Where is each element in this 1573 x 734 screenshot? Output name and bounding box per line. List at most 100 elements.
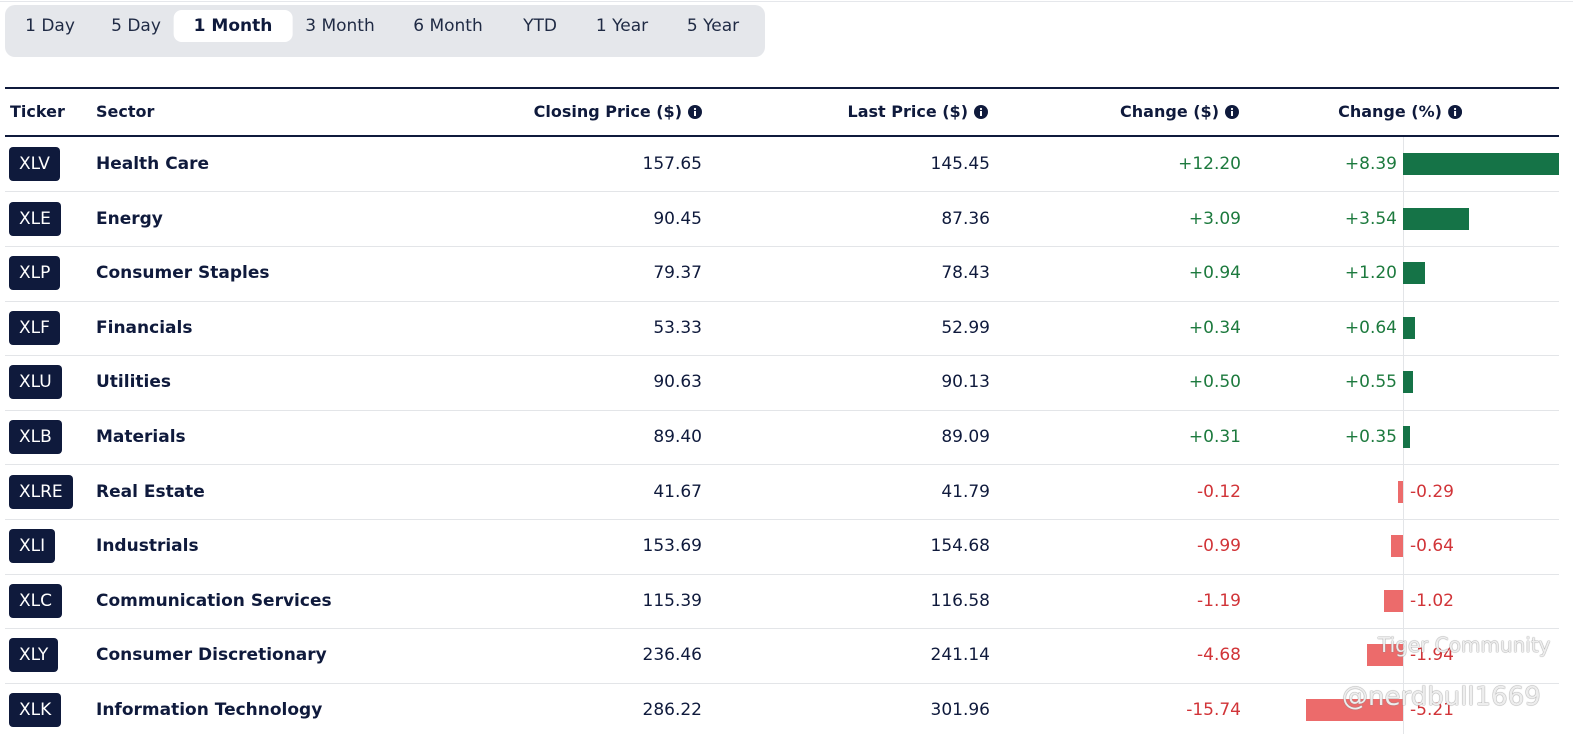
change-percent: -1.02	[1410, 589, 1454, 613]
row-divider	[5, 301, 1559, 302]
last-price: 301.96	[931, 698, 990, 722]
column-header: Sector	[96, 102, 154, 121]
watermark: @nerdbull1669	[1342, 682, 1541, 712]
header-text: Last Price ($)	[848, 102, 969, 121]
info-icon[interactable]	[1448, 105, 1462, 119]
change-percent: +0.64	[1345, 316, 1397, 340]
last-price: 90.13	[941, 370, 990, 394]
change-dollar: +12.20	[1178, 152, 1241, 176]
column-header: Change (%)	[1338, 102, 1462, 121]
ticker-badge: XLC	[9, 584, 62, 618]
change-percent: +0.35	[1345, 425, 1397, 449]
last-price: 52.99	[941, 316, 990, 340]
change-percent: -0.29	[1410, 480, 1454, 504]
tab[interactable]: 6 Month	[393, 10, 503, 42]
change-bar	[1403, 208, 1469, 230]
ticker-badge: XLE	[9, 202, 61, 236]
change-percent: +8.39	[1345, 152, 1397, 176]
ticker-badge: XLF	[9, 311, 60, 345]
sector: Consumer Discretionary	[96, 643, 327, 667]
ticker-badge: XLU	[9, 365, 62, 399]
closing-price: 79.37	[653, 261, 702, 285]
closing-price: 153.69	[643, 534, 702, 558]
change-dollar: -4.68	[1197, 643, 1241, 667]
info-icon[interactable]	[1225, 105, 1239, 119]
closing-price: 41.67	[653, 480, 702, 504]
sector: Industrials	[96, 534, 199, 558]
tab[interactable]: 1 Day	[5, 10, 95, 42]
last-price: 89.09	[941, 425, 990, 449]
header-text: Change ($)	[1120, 102, 1219, 121]
column-header: Change ($)	[1120, 102, 1239, 121]
sector: Financials	[96, 316, 192, 340]
sector: Health Care	[96, 152, 209, 176]
change-bar	[1398, 481, 1403, 503]
header-text: Change (%)	[1338, 102, 1442, 121]
ticker-badge: XLP	[9, 256, 60, 290]
row-divider	[5, 628, 1559, 629]
sector: Materials	[96, 425, 186, 449]
ticker-badge: XLY	[9, 638, 58, 672]
info-icon[interactable]	[974, 105, 988, 119]
sector: Information Technology	[96, 698, 322, 722]
row-divider	[5, 246, 1559, 247]
sector: Communication Services	[96, 589, 332, 613]
closing-price: 90.45	[653, 207, 702, 231]
ticker-badge: XLI	[9, 529, 55, 563]
change-dollar: +0.34	[1189, 316, 1241, 340]
closing-price: 53.33	[653, 316, 702, 340]
tab[interactable]: 5 Year	[667, 10, 759, 42]
row-divider	[5, 464, 1559, 465]
change-percent: +1.20	[1345, 261, 1397, 285]
top-border	[0, 1, 1573, 2]
change-bar	[1403, 426, 1410, 448]
row-divider	[5, 355, 1559, 356]
last-price: 41.79	[941, 480, 990, 504]
tab[interactable]: 1 Month	[174, 10, 293, 42]
change-bar	[1403, 262, 1425, 284]
last-price: 154.68	[931, 534, 990, 558]
header-text: Closing Price ($)	[534, 102, 682, 121]
closing-price: 236.46	[643, 643, 702, 667]
sector: Real Estate	[96, 480, 205, 504]
change-dollar: +0.31	[1189, 425, 1241, 449]
change-percent: -0.64	[1410, 534, 1454, 558]
tab[interactable]: 3 Month	[285, 10, 395, 42]
sector: Consumer Staples	[96, 261, 270, 285]
sector: Utilities	[96, 370, 171, 394]
column-header: Closing Price ($)	[534, 102, 702, 121]
header-text: Ticker	[10, 102, 65, 121]
change-dollar: +0.50	[1189, 370, 1241, 394]
column-header: Ticker	[10, 102, 65, 121]
change-percent: +3.54	[1345, 207, 1397, 231]
closing-price: 115.39	[643, 589, 702, 613]
change-bar	[1384, 590, 1403, 612]
change-bar	[1403, 371, 1413, 393]
row-divider	[5, 191, 1559, 192]
last-price: 241.14	[931, 643, 990, 667]
header-bottom-line	[5, 135, 1559, 137]
ticker-badge: XLRE	[9, 475, 73, 509]
last-price: 87.36	[941, 207, 990, 231]
tab[interactable]: 1 Year	[576, 10, 668, 42]
ticker-badge: XLV	[9, 147, 60, 181]
change-percent: +0.55	[1345, 370, 1397, 394]
last-price: 145.45	[931, 152, 990, 176]
row-divider	[5, 410, 1559, 411]
row-divider	[5, 519, 1559, 520]
header-text: Sector	[96, 102, 154, 121]
change-dollar: -0.99	[1197, 534, 1241, 558]
ticker-badge: XLB	[9, 420, 62, 454]
last-price: 78.43	[941, 261, 990, 285]
change-bar	[1403, 153, 1559, 175]
closing-price: 90.63	[653, 370, 702, 394]
closing-price: 286.22	[643, 698, 702, 722]
tab[interactable]: YTD	[503, 10, 577, 42]
change-dollar: +3.09	[1189, 207, 1241, 231]
change-dollar: +0.94	[1189, 261, 1241, 285]
change-bar	[1391, 535, 1403, 557]
tab[interactable]: 5 Day	[91, 10, 181, 42]
header-top-line	[5, 87, 1559, 89]
info-icon[interactable]	[688, 105, 702, 119]
